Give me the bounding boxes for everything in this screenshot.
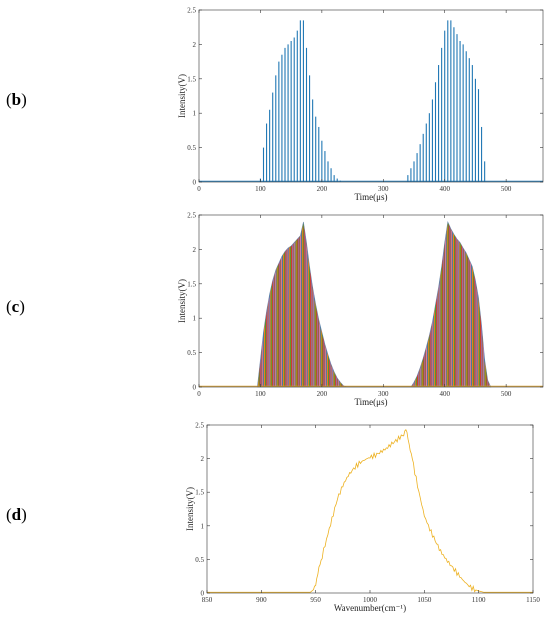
x-tick-label: 850 [202,596,213,604]
x-tick-label: 500 [501,185,512,193]
x-axis-label: Time(μs) [355,397,388,407]
y-tick-label: 2 [193,41,197,49]
y-axis-label: Intensity(V) [177,279,187,323]
area-traces [257,221,491,387]
plot-frame [198,9,544,183]
plot-frame [198,214,544,388]
y-tick-label: 1 [201,522,205,530]
x-tick-label: 500 [501,390,512,398]
x-tick-label: 0 [197,185,201,193]
y-tick-label: 2.5 [187,7,196,15]
y-tick-label: 1 [193,110,197,118]
x-tick-label: 200 [317,390,328,398]
x-tick-label: 300 [378,185,389,193]
chart-d: 850 900 950 1000 1050 1100 1150 0 0.5 1 1.5 2 2.5 Wav… [185,422,540,614]
panel-label-d: (d) [6,505,27,524]
y-axis-label: Intensity(V) [185,487,195,531]
y-tick-label: 2.5 [195,422,204,430]
x-tick-label: 1000 [363,596,378,604]
x-axis-label: Wavenumber(cm⁻¹) [334,603,406,613]
y-tick-label: 2 [201,455,205,463]
y-tick-label: 1.5 [187,75,196,83]
x-tick-label: 1150 [526,596,540,604]
x-axis-label: Time(μs) [355,192,388,202]
y-tick-label: 0 [193,384,197,392]
x-tick-label: 100 [255,390,266,398]
y-tick-label: 0.5 [187,144,196,152]
y-tick-label: 2 [193,246,197,254]
chart-c: 0 100 200 300 400 500 0 0.5 1 1.5 2 2.5 Time(μs) Inte… [177,212,544,407]
x-tick-label: 950 [310,596,321,604]
y-tick-label: 0.5 [187,349,196,357]
x-tick-label: 200 [317,185,328,193]
x-tick-label: 300 [378,390,389,398]
plot-frame [206,424,534,594]
y-axis-label: Intensity(V) [177,74,187,118]
x-tick-label: 1050 [417,596,432,604]
x-tick-label: 900 [256,596,267,604]
x-tick-label: 400 [439,185,450,193]
panel-label-b: (b) [6,90,27,109]
panel-label-c: (c) [6,297,25,316]
x-tick-label: 1100 [472,596,486,604]
y-tick-label: 0 [201,590,205,598]
y-tick-label: 0 [193,179,197,187]
x-tick-label: 100 [255,185,266,193]
y-tick-label: 2.5 [187,212,196,220]
series-line [207,429,534,593]
x-tick-label: 0 [197,390,201,398]
x-tick-label: 400 [439,390,450,398]
y-tick-label: 0.5 [195,556,204,564]
y-tick-label: 1 [193,315,197,323]
chart-b: 0 100 200 300 400 500 0 0.5 1 1.5 2 2.5 Time(μs) Inte… [177,7,544,202]
y-tick-label: 1.5 [195,489,204,497]
y-tick-label: 1.5 [187,280,196,288]
